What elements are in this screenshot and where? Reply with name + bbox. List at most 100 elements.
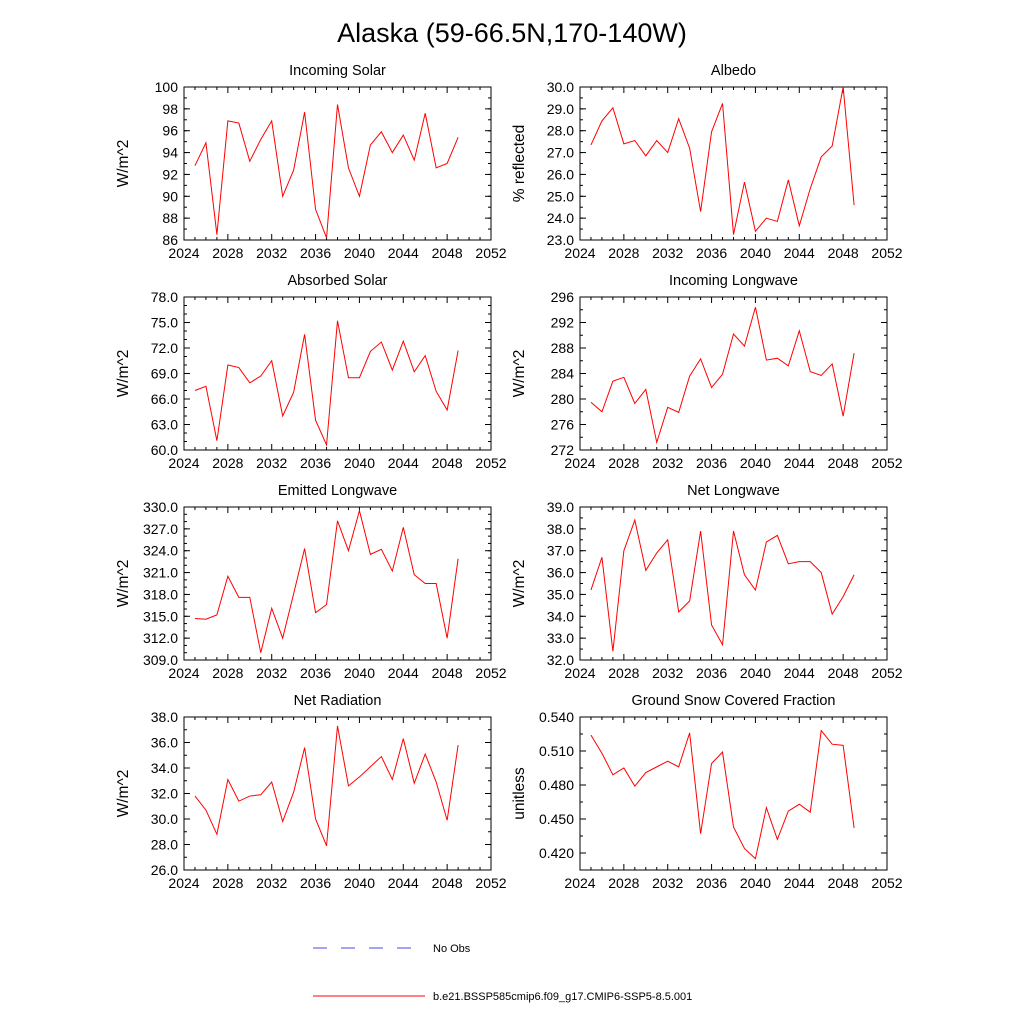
y-tick-label: 94 [162, 145, 178, 161]
chart-panels: Incoming Solar W/m^2 2024 2028 2032 2036 2040 2… [115, 63, 903, 891]
y-axis-label: % reflected [511, 125, 528, 203]
chart-panel: Absorbed Solar W/m^2 2024 2028 2032 2036 2040 2… [115, 273, 507, 471]
y-tick-label: 90 [162, 188, 178, 204]
x-tick-label: 2048 [828, 665, 859, 681]
series-line [590, 518, 855, 652]
chart-panel: Net Radiation W/m^2 2024 2028 2032 2036 2040 20… [115, 693, 507, 891]
series-line [194, 320, 459, 447]
y-tick-label: 72.0 [151, 340, 178, 356]
y-tick-label: 32.0 [547, 652, 574, 668]
y-tick-label: 330.0 [143, 499, 178, 515]
y-tick-label: 315.0 [143, 608, 178, 624]
y-tick-label: 38.0 [151, 709, 178, 725]
series-line [194, 104, 459, 238]
y-tick-label: 26.0 [151, 862, 178, 878]
x-tick-label: 2052 [871, 245, 902, 261]
series-line [590, 307, 855, 445]
chart-panel: Incoming Longwave W/m^2 2024 2028 2032 2036 20… [511, 273, 903, 471]
y-tick-label: 98 [162, 101, 178, 117]
x-tick-label: 2028 [608, 665, 639, 681]
y-tick-label: 28.0 [547, 123, 574, 139]
x-tick-label: 2036 [696, 245, 727, 261]
chart-title: Incoming Solar [289, 63, 386, 79]
plot-frame [183, 296, 492, 451]
series-line [590, 86, 855, 235]
x-tick-label: 2052 [475, 665, 506, 681]
y-tick-label: 23.0 [547, 232, 574, 248]
x-tick-label: 2024 [564, 875, 595, 891]
plot-frame [183, 716, 492, 871]
x-tick-label: 2036 [300, 665, 331, 681]
x-tick-label: 2040 [740, 455, 771, 471]
y-tick-label: 288 [551, 340, 575, 356]
x-tick-label: 2044 [388, 245, 419, 261]
x-tick-label: 2024 [564, 245, 595, 261]
x-tick-label: 2028 [212, 875, 243, 891]
plot-frame [579, 506, 888, 661]
x-tick-label: 2032 [256, 245, 287, 261]
y-axis-label: W/m^2 [115, 350, 132, 398]
x-tick-label: 2032 [256, 455, 287, 471]
x-tick-label: 2048 [828, 875, 859, 891]
y-tick-label: 292 [551, 315, 575, 331]
x-tick-label: 2040 [740, 665, 771, 681]
y-tick-label: 27.0 [547, 145, 574, 161]
y-tick-label: 309.0 [143, 652, 178, 668]
series-line [194, 508, 459, 653]
x-tick-label: 2036 [696, 665, 727, 681]
x-tick-label: 2040 [740, 245, 771, 261]
y-tick-label: 324.0 [143, 543, 178, 559]
y-tick-label: 0.450 [539, 811, 574, 827]
x-tick-label: 2044 [388, 455, 419, 471]
y-tick-label: 34.0 [547, 608, 574, 624]
plot-frame [579, 716, 888, 871]
chart-title: Ground Snow Covered Fraction [632, 693, 836, 709]
y-tick-label: 38.0 [547, 521, 574, 537]
y-tick-label: 318.0 [143, 586, 178, 602]
y-axis-label: W/m^2 [511, 350, 528, 398]
y-tick-label: 0.510 [539, 743, 574, 759]
x-tick-label: 2040 [344, 875, 375, 891]
y-axis-label: W/m^2 [511, 560, 528, 608]
y-tick-label: 30.0 [547, 79, 574, 95]
y-axis-label: unitless [511, 767, 528, 820]
x-tick-label: 2024 [168, 875, 199, 891]
y-tick-label: 276 [551, 417, 575, 433]
x-tick-label: 2052 [871, 665, 902, 681]
y-tick-label: 34.0 [151, 760, 178, 776]
y-tick-label: 26.0 [547, 166, 574, 182]
y-tick-label: 296 [551, 289, 575, 305]
x-tick-label: 2024 [168, 455, 199, 471]
x-tick-label: 2024 [564, 455, 595, 471]
chart-panel: Ground Snow Covered Fraction unitless 2024… [511, 693, 903, 891]
chart-title: Net Longwave [687, 483, 780, 499]
y-tick-label: 100 [155, 79, 179, 95]
y-tick-label: 86 [162, 232, 178, 248]
chart-panel: Emitted Longwave W/m^2 2024 2028 2032 2036 204… [115, 483, 507, 681]
y-tick-label: 75.0 [151, 315, 178, 331]
x-tick-label: 2052 [871, 455, 902, 471]
x-tick-label: 2048 [828, 245, 859, 261]
x-tick-label: 2032 [652, 245, 683, 261]
x-tick-label: 2040 [344, 455, 375, 471]
x-tick-label: 2036 [300, 455, 331, 471]
legend: No Obs b.e21.BSSP585cmip6.f09_g17.CMIP6-… [313, 943, 692, 1003]
y-axis-label: W/m^2 [115, 560, 132, 608]
y-tick-label: 60.0 [151, 442, 178, 458]
x-tick-label: 2028 [212, 455, 243, 471]
y-tick-label: 66.0 [151, 391, 178, 407]
y-tick-label: 25.0 [547, 188, 574, 204]
y-tick-label: 69.0 [151, 366, 178, 382]
x-tick-label: 2024 [168, 245, 199, 261]
x-tick-label: 2048 [432, 455, 463, 471]
legend-model-label: b.e21.BSSP585cmip6.f09_g17.CMIP6-SSP5-8.… [433, 991, 692, 1003]
x-tick-label: 2036 [300, 245, 331, 261]
x-tick-label: 2048 [432, 245, 463, 261]
x-tick-label: 2024 [168, 665, 199, 681]
y-tick-label: 37.0 [547, 543, 574, 559]
x-tick-label: 2044 [388, 875, 419, 891]
x-tick-label: 2044 [784, 875, 815, 891]
y-tick-label: 0.480 [539, 777, 574, 793]
x-tick-label: 2028 [608, 245, 639, 261]
